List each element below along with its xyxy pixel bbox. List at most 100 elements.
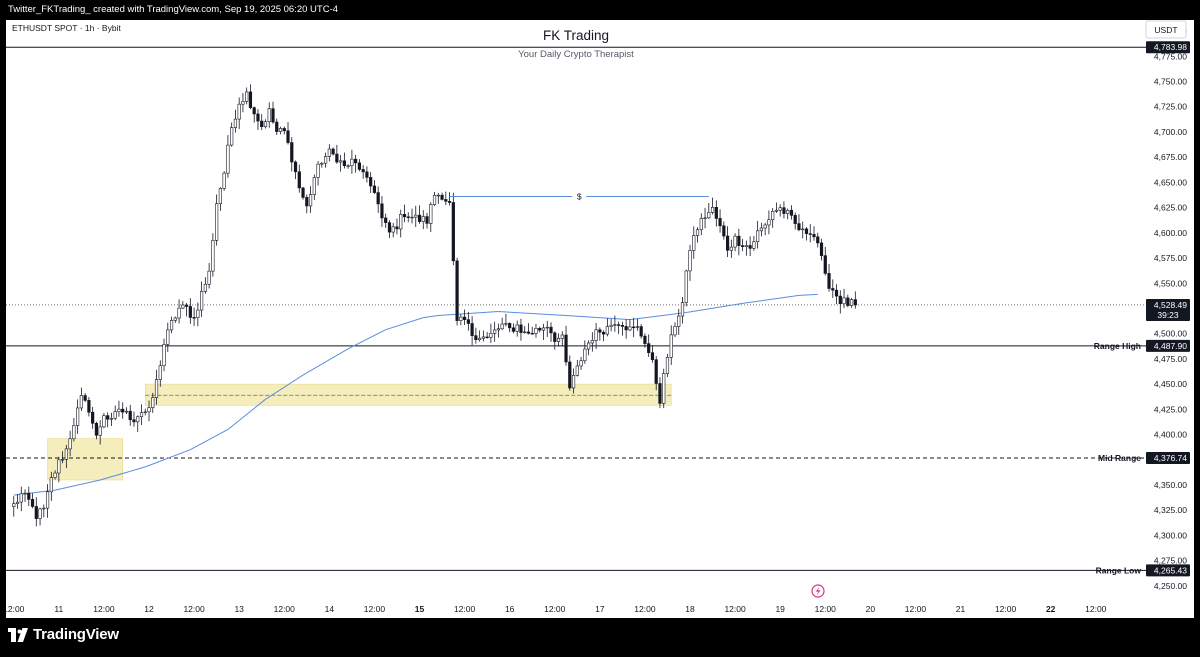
candle-body: [91, 411, 95, 424]
x-tick-label: 12:00: [6, 604, 25, 614]
candle-body: [827, 273, 831, 289]
candle-body: [68, 438, 72, 450]
candle-body: [128, 410, 132, 421]
x-tick-label: 20: [866, 604, 876, 614]
x-tick-label: 12:00: [634, 604, 656, 614]
candle-body: [410, 216, 414, 219]
x-tick-label: 21: [956, 604, 966, 614]
x-tick-label: 12:00: [93, 604, 115, 614]
candle-body: [263, 121, 268, 128]
x-tick-label: 12:00: [995, 604, 1017, 614]
x-tick-label: 12:00: [544, 604, 566, 614]
candle-body: [72, 425, 76, 440]
y-tick-label: 4,775.00: [1154, 51, 1187, 61]
y-tick-label: 4,500.00: [1154, 329, 1187, 339]
candle-body: [260, 120, 264, 128]
candle-body: [106, 415, 110, 420]
candle-body: [429, 204, 433, 224]
y-tick-label: 4,625.00: [1154, 203, 1187, 213]
candle-body: [147, 407, 151, 413]
x-tick-label: 12: [144, 604, 154, 614]
candle-body: [632, 326, 636, 329]
candle-body: [76, 407, 80, 426]
candle-body: [673, 326, 677, 336]
candle-body: [440, 194, 444, 200]
candle-body: [323, 156, 328, 164]
x-tick-label: 12:00: [183, 604, 205, 614]
candle-body: [98, 426, 102, 436]
x-tick-label: 16: [505, 604, 515, 614]
candle-body: [605, 326, 609, 335]
y-tick-label: 4,600.00: [1154, 228, 1187, 238]
y-tick-label: 4,325.00: [1154, 505, 1187, 515]
candle-body: [489, 333, 493, 338]
candle-body: [230, 127, 234, 146]
candle-body: [647, 343, 651, 353]
y-tick-label: 4,275.00: [1154, 556, 1187, 566]
candle-body: [399, 214, 403, 230]
candle-body: [609, 324, 613, 327]
price-badge: [1146, 564, 1190, 577]
credit-text: Twitter_FKTrading_ created with TradingV…: [8, 4, 339, 15]
candle-body: [320, 162, 324, 165]
candle-body: [538, 328, 542, 331]
candle-body: [421, 216, 425, 222]
candle-body: [541, 327, 546, 331]
lightning-icon[interactable]: [811, 584, 825, 598]
candle-body: [387, 222, 392, 233]
y-tick-label: 4,550.00: [1154, 278, 1187, 288]
candle-body: [662, 373, 666, 404]
candle-body: [361, 169, 365, 173]
x-tick-label: 12:00: [364, 604, 386, 614]
candle-body: [53, 472, 57, 478]
candle-body: [290, 142, 294, 163]
candle-body: [12, 503, 16, 507]
candle-body: [245, 91, 249, 102]
y-tick-label: 4,750.00: [1154, 77, 1187, 87]
candle-body: [737, 235, 741, 246]
candle-body: [782, 207, 786, 214]
candle-body: [718, 218, 722, 227]
x-tick-label: 12:00: [1085, 604, 1107, 614]
candle-body: [699, 218, 703, 231]
currency-badge[interactable]: [1145, 20, 1187, 39]
candle-body: [350, 158, 354, 167]
candle-body: [196, 309, 200, 318]
x-tick-label: 18: [685, 604, 695, 614]
candle-body: [241, 101, 245, 105]
y-tick-label: 4,475.00: [1154, 354, 1187, 364]
chart-subtitle: Your Daily Crypto Therapist: [518, 49, 634, 60]
price-badge: [1146, 452, 1190, 465]
x-tick-label: 15: [415, 604, 425, 614]
candle-body: [395, 226, 399, 230]
candle-body: [151, 397, 155, 408]
x-tick-label: 12:00: [815, 604, 837, 614]
candle-body: [15, 501, 20, 504]
y-tick-label: 4,700.00: [1154, 127, 1187, 137]
candle-body: [327, 148, 331, 157]
candle-body: [136, 416, 140, 423]
moving-average-line: [13, 293, 818, 496]
candle-body: [834, 289, 839, 297]
candle-body: [624, 326, 628, 331]
chart-title: FK Trading: [543, 28, 609, 43]
level-label: Range High: [1094, 341, 1141, 351]
tradingview-logo[interactable]: TradingView: [8, 626, 119, 643]
candle-body: [339, 160, 343, 163]
candle-body: [278, 128, 283, 132]
y-tick-label: 4,400.00: [1154, 430, 1187, 440]
candle-body: [707, 212, 711, 219]
candle-body: [312, 177, 316, 195]
candle-body: [121, 408, 125, 413]
price-badge: [1146, 41, 1190, 54]
candle-body: [391, 226, 395, 233]
candle-body: [414, 214, 418, 218]
candle-body: [703, 217, 707, 219]
candle-body: [568, 361, 572, 389]
candle-body: [466, 319, 470, 324]
candle-body: [200, 291, 204, 311]
candle-body: [680, 302, 685, 317]
countdown-label: 39:23: [1157, 310, 1179, 320]
